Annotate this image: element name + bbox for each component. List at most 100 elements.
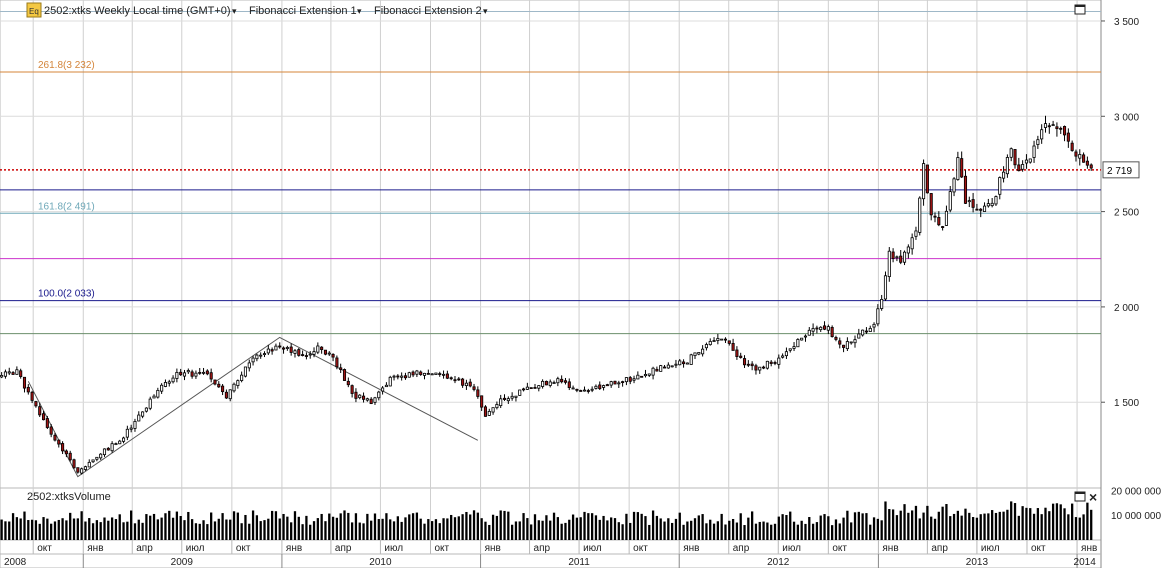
month-tick-label: окт [37,543,52,554]
candle-body [605,384,609,387]
candle-body [845,341,849,350]
volume-panel-title: 2502:xtksVolume [27,491,111,503]
candle-body [1021,164,1025,170]
volume-bar [305,515,308,540]
volume-bar [872,517,876,540]
volume-bar [328,513,331,540]
close-volume-panel-icon[interactable]: × [1089,489,1097,505]
candle-body [1051,124,1055,127]
candle-body [118,440,122,445]
candle-body [11,372,15,375]
month-tick-label: июл [186,543,205,554]
volume-bar [724,524,727,540]
volume-bar [324,521,327,540]
candle-body [594,385,598,389]
candle-body [586,390,590,392]
candle-body [636,374,640,380]
candle-body [952,178,956,193]
candle-body [975,208,979,211]
study-fib-extension-2[interactable]: Fibonacci Extension 2 [374,5,482,17]
symbol-dropdown-icon[interactable]: ▾ [232,6,237,16]
volume-bar [1067,514,1070,540]
volume-bar [373,513,377,540]
volume-bar [815,522,819,540]
candle-body [628,377,632,382]
candle-body [590,388,594,391]
equity-icon[interactable] [26,2,42,18]
candle-body [994,196,998,205]
volume-bar [282,513,285,540]
volume-bars [0,501,1093,540]
month-tick-label: янв [1081,543,1097,554]
volume-bar [309,524,312,540]
candle-body [80,468,84,474]
volume-bar [960,515,963,540]
volume-bar [210,512,213,540]
candle-body [453,379,457,382]
candle-body [876,308,880,325]
volume-bar [526,518,529,540]
volume-bar [575,517,579,540]
candle-body [285,347,289,349]
volume-bar [629,522,632,540]
candle-body [1009,148,1013,158]
volume-bar [709,519,712,540]
candle-body [1024,159,1028,164]
volume-bar [556,517,559,540]
volume-bar [690,520,693,540]
volume-bar [651,510,655,540]
candle-body [194,372,198,377]
candlesticks [0,115,1093,475]
volume-bar [232,511,236,540]
volume-bar [945,504,948,540]
volume-bar [114,519,118,540]
candle-body [529,387,533,390]
candle-body [442,373,446,376]
volume-bar [682,524,685,540]
candle-body [472,386,476,390]
candle-body [883,275,888,300]
candle-body [731,343,735,351]
year-label: 2011 [568,557,590,568]
candle-body [26,386,30,393]
maximize-price-panel-icon[interactable] [1074,4,1086,15]
volume-bar [1013,503,1017,540]
volume-bar [23,511,26,540]
volume-tick-label: 20 000 000 [1111,486,1161,497]
volume-bar [316,518,319,540]
volume-bar [1017,515,1020,540]
candle-body [937,217,941,226]
volume-bar [331,516,335,540]
candle-body [1013,149,1017,166]
candle-body [224,391,228,399]
study-fib-extension-1[interactable]: Fibonacci Extension 1 [249,5,357,17]
candle-body [941,226,945,228]
volume-bar [408,514,411,540]
volume-bar [850,522,853,540]
volume-bar [103,517,106,540]
volume-bar [937,511,940,540]
candle-body [891,251,895,259]
month-tick-label: апр [335,543,352,554]
volume-bar [465,511,468,540]
candle-body [918,197,922,233]
volume-bar [891,509,895,540]
symbol-label[interactable]: 2502:xtks Weekly Local time (GMT+0) [44,5,231,17]
study2-dropdown-icon[interactable]: ▾ [483,6,488,16]
volume-bar [362,523,365,540]
volume-bar [225,519,228,540]
maximize-volume-panel-icon[interactable] [1074,491,1086,502]
price-tick-label: 3 000 [1114,112,1139,123]
volume-bar [541,520,544,540]
volume-bar [530,524,533,540]
candle-body [662,366,667,369]
candle-body [289,346,293,353]
study1-dropdown-icon[interactable]: ▾ [357,6,362,16]
volume-bar [1040,514,1043,540]
candle-body [1047,125,1051,128]
volume-bar [202,520,205,540]
candle-body [712,340,716,342]
candle-body [1085,160,1089,166]
volume-bar [971,517,975,540]
